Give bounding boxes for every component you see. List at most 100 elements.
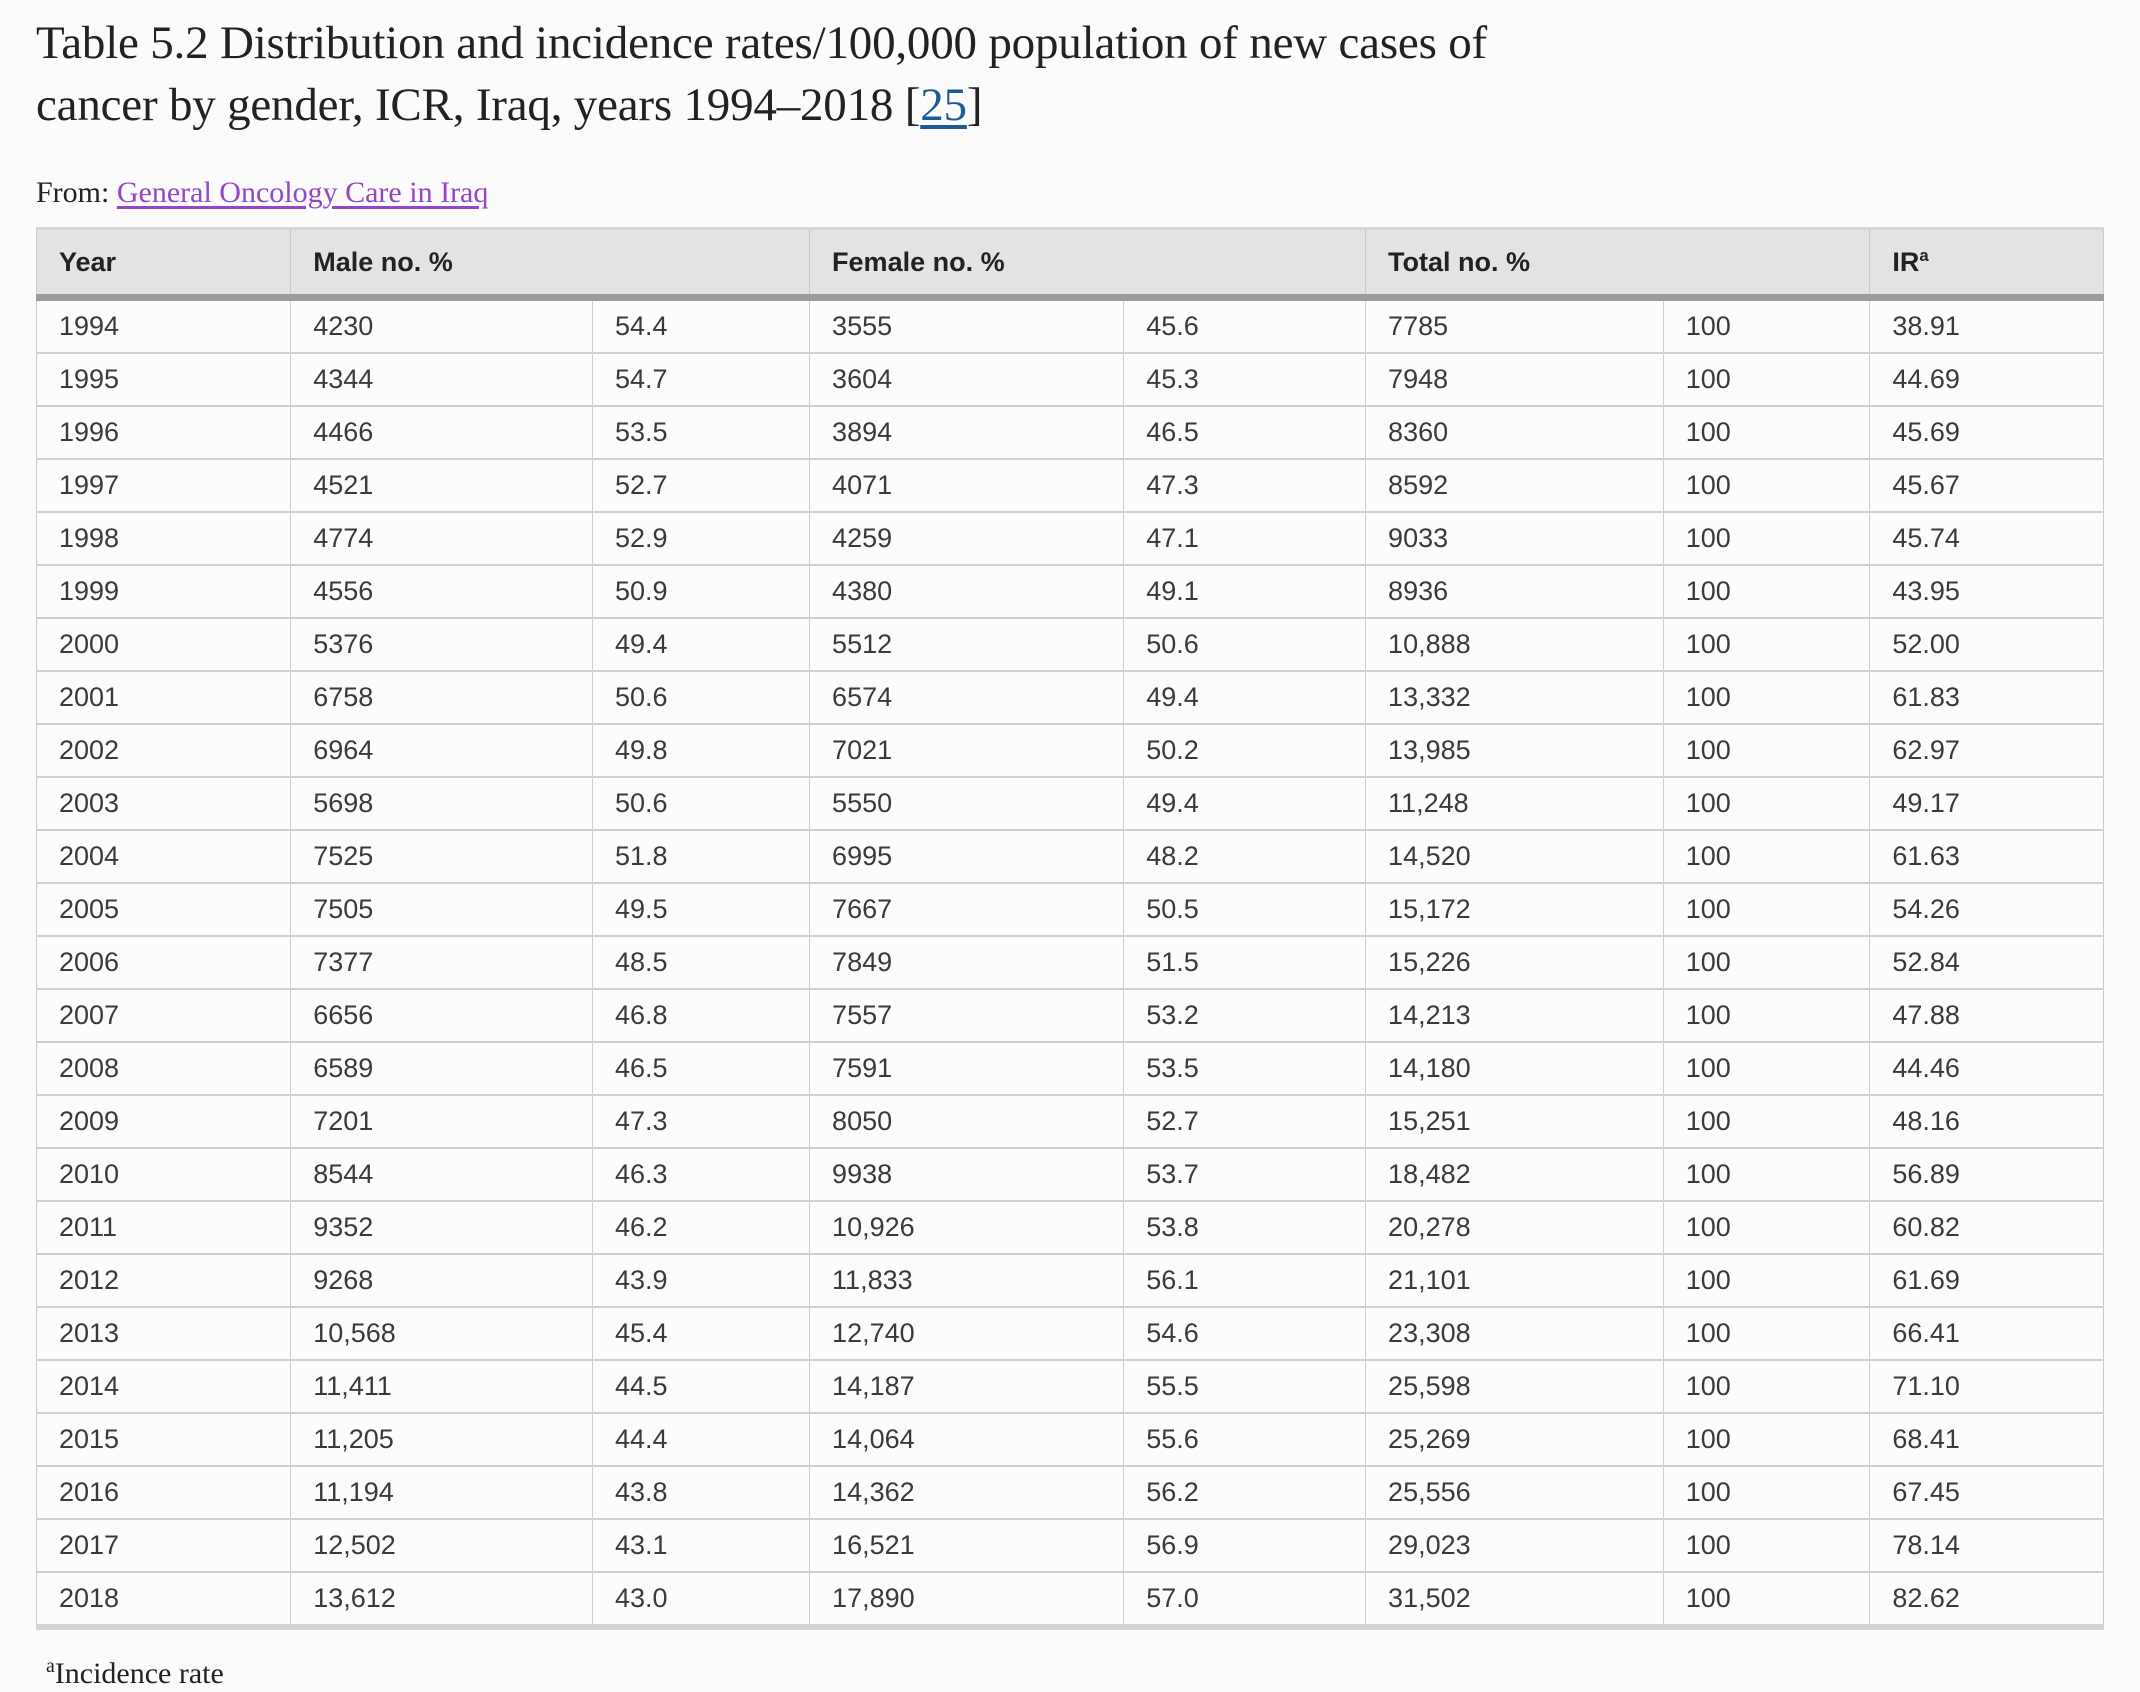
cell-male_no: 7377: [290, 935, 593, 989]
cell-male_no: 5376: [290, 617, 593, 671]
table-header: Year Male no. % Female no. % Total no. %…: [36, 228, 2104, 301]
table-row: 2006 7377 48.5 7849 51.5 15,226 100 52.84: [36, 935, 2104, 989]
table-row: 1995 4344 54.7 3604 45.3 7948 100 44.69: [36, 352, 2104, 406]
cell-ir: 44.69: [1869, 352, 2104, 406]
cell-male_pct: 49.4: [592, 617, 810, 671]
cell-male_no: 9268: [290, 1253, 593, 1307]
cell-total_no: 29,023: [1365, 1518, 1664, 1572]
cell-year: 2011: [36, 1200, 291, 1254]
cell-year: 1995: [36, 352, 291, 406]
cell-male_no: 9352: [290, 1200, 593, 1254]
cell-female_pct: 56.2: [1123, 1465, 1366, 1519]
cell-year: 2017: [36, 1518, 291, 1572]
cell-ir: 45.67: [1869, 458, 2104, 512]
cell-year: 2005: [36, 882, 291, 936]
cell-male_no: 13,612: [290, 1571, 593, 1627]
table-row: 2000 5376 49.4 5512 50.6 10,888 100 52.00: [36, 617, 2104, 671]
cell-ir: 82.62: [1869, 1571, 2104, 1627]
data-table: Year Male no. % Female no. % Total no. %…: [36, 227, 2104, 1630]
cell-total_pct: 100: [1662, 988, 1870, 1042]
cell-female_pct: 49.4: [1123, 776, 1366, 830]
cell-male_no: 7505: [290, 882, 593, 936]
cell-female_pct: 50.2: [1123, 723, 1366, 777]
cell-male_pct: 48.5: [592, 935, 810, 989]
cell-total_pct: 100: [1662, 776, 1870, 830]
cell-total_no: 23,308: [1365, 1306, 1664, 1360]
cell-male_pct: 46.5: [592, 1041, 810, 1095]
table-footnote: aIncidence rate: [46, 1656, 2104, 1692]
cell-year: 2010: [36, 1147, 291, 1201]
cell-female_no: 17,890: [809, 1571, 1124, 1627]
cell-female_no: 5512: [809, 617, 1124, 671]
cell-female_no: 7021: [809, 723, 1124, 777]
cell-male_pct: 43.1: [592, 1518, 810, 1572]
cell-male_pct: 44.4: [592, 1412, 810, 1466]
cell-female_pct: 50.6: [1123, 617, 1366, 671]
ref-bracket-open: [: [893, 79, 921, 131]
cell-ir: 56.89: [1869, 1147, 2104, 1201]
cell-female_pct: 53.5: [1123, 1041, 1366, 1095]
table-row: 2013 10,568 45.4 12,740 54.6 23,308 100 66.41: [36, 1306, 2104, 1360]
cell-total_pct: 100: [1662, 1041, 1870, 1095]
cell-year: 2006: [36, 935, 291, 989]
cell-total_pct: 100: [1662, 458, 1870, 512]
cell-total_pct: 100: [1662, 829, 1870, 883]
cell-female_no: 6574: [809, 670, 1124, 724]
cell-year: 2015: [36, 1412, 291, 1466]
table-row: 2016 11,194 43.8 14,362 56.2 25,556 100 67.45: [36, 1465, 2104, 1519]
cell-total_pct: 100: [1662, 1200, 1870, 1254]
cell-female_pct: 53.2: [1123, 988, 1366, 1042]
table-row: 2015 11,205 44.4 14,064 55.6 25,269 100 68.41: [36, 1412, 2104, 1466]
cell-male_no: 5698: [290, 776, 593, 830]
cell-male_no: 12,502: [290, 1518, 593, 1572]
table-row: 2009 7201 47.3 8050 52.7 15,251 100 48.16: [36, 1094, 2104, 1148]
cell-total_no: 15,226: [1365, 935, 1664, 989]
table-row: 1996 4466 53.5 3894 46.5 8360 100 45.69: [36, 405, 2104, 459]
cell-male_pct: 50.6: [592, 776, 810, 830]
cell-female_pct: 50.5: [1123, 882, 1366, 936]
reference-link[interactable]: 25: [920, 79, 967, 131]
header-ir-text: IR: [1892, 247, 1920, 277]
cell-total_no: 14,213: [1365, 988, 1664, 1042]
table-body: 1994 4230 54.4 3555 45.6 7785 100 38.91 1995 4344…: [36, 297, 2104, 1627]
cell-male_no: 6589: [290, 1041, 593, 1095]
cell-total_pct: 100: [1662, 1306, 1870, 1360]
source-link[interactable]: General Oncology Care in Iraq: [116, 176, 489, 209]
cell-male_no: 10,568: [290, 1306, 593, 1360]
cell-total_pct: 100: [1662, 935, 1870, 989]
cell-total_no: 7948: [1365, 352, 1664, 406]
cell-total_pct: 100: [1662, 670, 1870, 724]
page-title: Table 5.2 Distribution and incidence rat…: [36, 12, 2104, 136]
cell-female_pct: 45.3: [1123, 352, 1366, 406]
cell-ir: 52.00: [1869, 617, 2104, 671]
table-row: 2003 5698 50.6 5550 49.4 11,248 100 49.17: [36, 776, 2104, 830]
cell-male_no: 7201: [290, 1094, 593, 1148]
cell-year: 2001: [36, 670, 291, 724]
cell-male_no: 11,205: [290, 1412, 593, 1466]
cell-male_pct: 43.8: [592, 1465, 810, 1519]
cell-female_pct: 49.4: [1123, 670, 1366, 724]
cell-year: 2012: [36, 1253, 291, 1307]
cell-total_no: 8936: [1365, 564, 1664, 618]
cell-male_no: 4774: [290, 511, 593, 565]
cell-male_no: 6656: [290, 988, 593, 1042]
header-female: Female no. %: [809, 228, 1366, 301]
cell-total_no: 31,502: [1365, 1571, 1664, 1627]
cell-total_pct: 100: [1662, 1571, 1870, 1627]
cell-total_no: 18,482: [1365, 1147, 1664, 1201]
cell-total_no: 14,520: [1365, 829, 1664, 883]
cell-male_pct: 54.7: [592, 352, 810, 406]
cell-total_no: 21,101: [1365, 1253, 1664, 1307]
cell-female_pct: 52.7: [1123, 1094, 1366, 1148]
cell-total_no: 10,888: [1365, 617, 1664, 671]
cell-total_no: 8592: [1365, 458, 1664, 512]
cell-male_pct: 46.3: [592, 1147, 810, 1201]
cell-total_no: 7785: [1365, 297, 1664, 353]
cell-female_no: 3894: [809, 405, 1124, 459]
table-row: 2017 12,502 43.1 16,521 56.9 29,023 100 78.14: [36, 1518, 2104, 1572]
cell-ir: 61.63: [1869, 829, 2104, 883]
cell-female_pct: 54.6: [1123, 1306, 1366, 1360]
cell-ir: 38.91: [1869, 297, 2104, 353]
cell-female_no: 7849: [809, 935, 1124, 989]
